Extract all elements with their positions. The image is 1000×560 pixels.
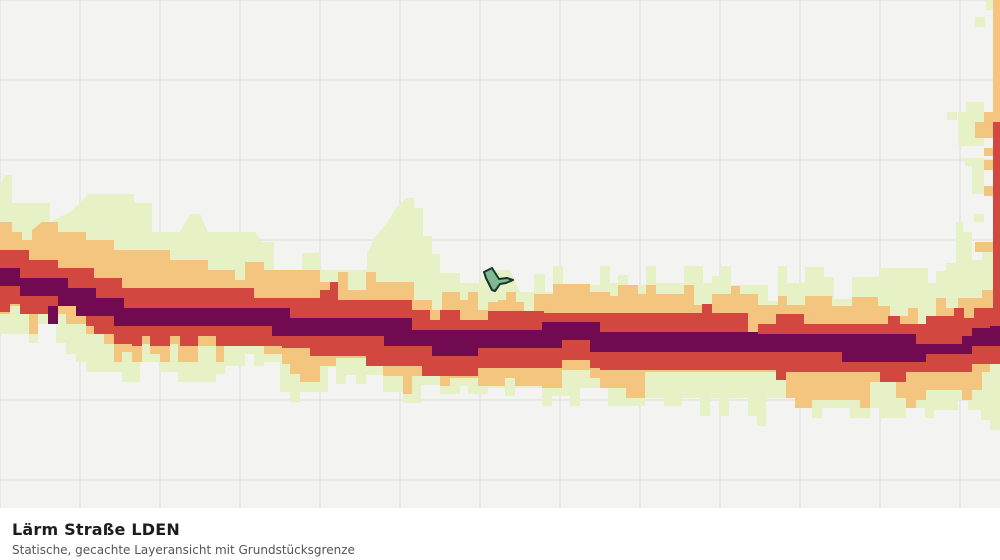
noise-cell — [965, 158, 977, 166]
noise-band-purple — [0, 268, 1000, 362]
noise-cell — [984, 186, 994, 196]
map-caption: Lärm Straße LDEN Statische, gecachte Lay… — [0, 508, 1000, 560]
noise-cell — [975, 122, 995, 138]
noise-cell — [986, 0, 996, 10]
noise-cell — [984, 112, 996, 122]
noise-cell — [984, 148, 994, 156]
noise-cell — [48, 306, 58, 324]
parcel-polygon-icon[interactable] — [483, 267, 514, 292]
noise-cell — [984, 160, 994, 170]
map-canvas — [0, 0, 1000, 508]
layer-subtitle: Statische, gecachte Layeransicht mit Gru… — [12, 543, 355, 557]
noise-band-area — [0, 268, 1000, 362]
noise-cell — [947, 112, 957, 120]
noise-map — [0, 0, 1000, 508]
noise-cell — [974, 214, 984, 222]
noise-cell — [966, 102, 984, 112]
noise-cell — [972, 158, 984, 194]
layer-title: Lärm Straße LDEN — [12, 520, 180, 539]
noise-cell — [975, 17, 985, 27]
noise-cell — [975, 242, 993, 252]
